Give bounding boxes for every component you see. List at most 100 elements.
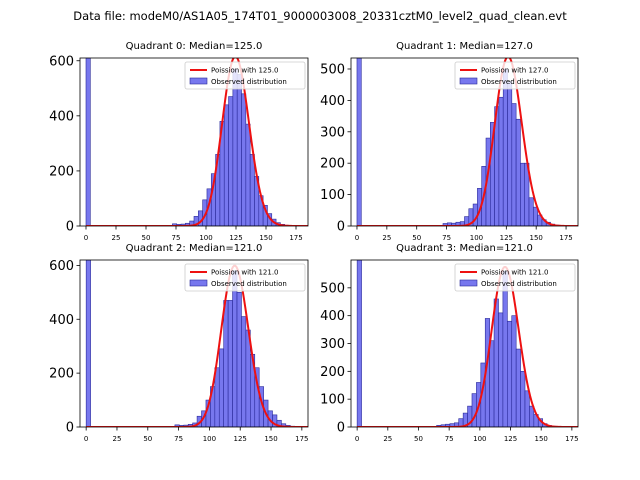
histogram-bar — [498, 312, 504, 427]
y-tick-label: 600 — [49, 54, 74, 69]
histogram-bar — [520, 371, 526, 427]
histogram-bar — [493, 298, 499, 427]
histogram-bar — [223, 300, 229, 427]
x-tick-label: 0 — [355, 435, 359, 443]
y-tick-label: 200 — [320, 157, 345, 172]
x-tick-label: 175 — [559, 234, 572, 242]
x-tick-label: 100 — [199, 234, 212, 242]
quadrant-3-panel: 0 25 50 75 100 125 150 175 0 100 200 300 400 500 Quadr… — [320, 243, 578, 443]
y-tick-label: 100 — [320, 188, 345, 203]
histogram-bar — [232, 270, 238, 427]
histogram-bar — [245, 123, 251, 226]
legend-observed-swatch — [189, 279, 208, 287]
y-tick-label: 500 — [320, 62, 345, 77]
legend-observed-label: Observed distribution — [211, 78, 287, 86]
x-tick-label: 100 — [203, 435, 216, 443]
x-tick-label: 125 — [500, 234, 513, 242]
histogram-bar — [356, 260, 362, 427]
histogram-bar — [249, 154, 255, 226]
x-tick-label: 125 — [504, 435, 517, 443]
x-tick-label: 25 — [383, 435, 392, 443]
histogram-bar — [520, 162, 526, 226]
legend-box — [454, 263, 576, 292]
x-tick-label: 150 — [264, 435, 277, 443]
histogram-bar — [356, 58, 362, 226]
quadrant-2-panel: 0 25 50 75 100 125 150 175 0 200 400 600 Quadrant 2:… — [49, 243, 308, 443]
x-tick-label: 0 — [355, 234, 359, 242]
legend-observed-label: Observed distribution — [481, 78, 557, 86]
histogram-bar — [507, 81, 513, 226]
y-tick-label: 0 — [337, 421, 345, 436]
legend: Poission with 121.0 Observed distribution — [184, 263, 306, 292]
y-tick-label: 600 — [49, 259, 74, 274]
poisson-fit-line — [357, 265, 578, 427]
legend-fit-label: Poission with 121.0 — [211, 269, 279, 277]
x-tick-label: 125 — [234, 435, 247, 443]
legend-observed-swatch — [459, 77, 478, 85]
histogram-bar — [511, 103, 517, 226]
y-tick-label: 300 — [320, 337, 345, 352]
legend-observed-label: Observed distribution — [211, 280, 287, 288]
x-tick-label: 50 — [414, 435, 423, 443]
histogram-bar — [515, 348, 521, 427]
poisson-fit-line — [356, 58, 578, 226]
x-tick-label: 75 — [442, 234, 451, 242]
legend: Poission with 125.0 Observed distribution — [184, 61, 306, 90]
histogram-bar — [85, 260, 91, 427]
y-tick-label: 200 — [49, 367, 74, 382]
legend-observed-swatch — [189, 77, 208, 85]
histogram-bar — [85, 58, 91, 226]
y-tick-label: 400 — [320, 94, 345, 109]
x-tick-label: 25 — [113, 435, 122, 443]
legend-box — [184, 61, 306, 90]
quadrant-0-title: Quadrant 0: Median=125.0 — [126, 41, 263, 52]
histogram-bar — [507, 320, 513, 427]
x-tick-label: 100 — [470, 234, 483, 242]
x-tick-label: 150 — [259, 234, 272, 242]
y-tick-label: 0 — [66, 421, 74, 436]
quadrant-3-plot-area — [356, 260, 578, 427]
x-tick-label: 175 — [289, 234, 302, 242]
y-tick-label: 500 — [320, 281, 345, 296]
x-tick-label: 0 — [84, 234, 88, 242]
histogram-bar — [528, 197, 534, 226]
histogram-bar — [502, 270, 508, 427]
legend-observed-swatch — [459, 279, 478, 287]
x-tick-label: 25 — [112, 234, 121, 242]
quadrant-0-plot-area — [85, 58, 308, 226]
histogram-bar — [236, 74, 242, 226]
x-tick-label: 0 — [84, 435, 88, 443]
histogram-bar — [228, 96, 234, 226]
figure-title: Data file: modeM0/AS1A05_174T01_90000030… — [73, 9, 567, 23]
histogram-bar — [241, 316, 247, 427]
histogram-bar — [524, 390, 530, 427]
histogram-bar — [533, 206, 538, 226]
quadrant-1-panel: 0 25 50 75 100 125 150 175 0 100 200 300 400 500 Quadr… — [320, 41, 579, 242]
histogram-bar — [223, 104, 229, 226]
x-tick-label: 150 — [535, 435, 548, 443]
histogram-bar — [471, 393, 477, 427]
legend-fit-label: Poission with 125.0 — [211, 67, 279, 75]
axes-frame — [79, 57, 309, 227]
y-tick-label: 400 — [49, 109, 74, 124]
x-tick-label: 50 — [412, 234, 421, 242]
legend: Poission with 127.0 Observed distribution — [454, 61, 576, 90]
quadrant-3-title: Quadrant 3: Median=121.0 — [396, 243, 533, 254]
histogram-bar — [241, 93, 247, 226]
quadrant-0-panel: 0 25 50 75 100 125 150 175 0 200 400 600 Quadrant 0:… — [49, 41, 309, 242]
quadrant-1-title: Quadrant 1: Median=127.0 — [396, 41, 533, 52]
poisson-fit-line — [86, 264, 308, 427]
x-tick-label: 150 — [529, 234, 542, 242]
quadrant-2-title: Quadrant 2: Median=121.0 — [126, 243, 263, 254]
legend-fit-label: Poission with 127.0 — [481, 67, 549, 75]
y-tick-label: 0 — [337, 220, 345, 235]
x-tick-label: 75 — [172, 234, 181, 242]
legend-fit-label: Poission with 121.0 — [481, 269, 549, 277]
x-tick-label: 100 — [473, 435, 486, 443]
y-tick-label: 200 — [49, 164, 74, 179]
histogram-bar — [502, 68, 508, 226]
y-tick-label: 0 — [66, 220, 74, 235]
histogram-bar — [498, 96, 504, 226]
y-tick-label: 100 — [320, 393, 345, 408]
